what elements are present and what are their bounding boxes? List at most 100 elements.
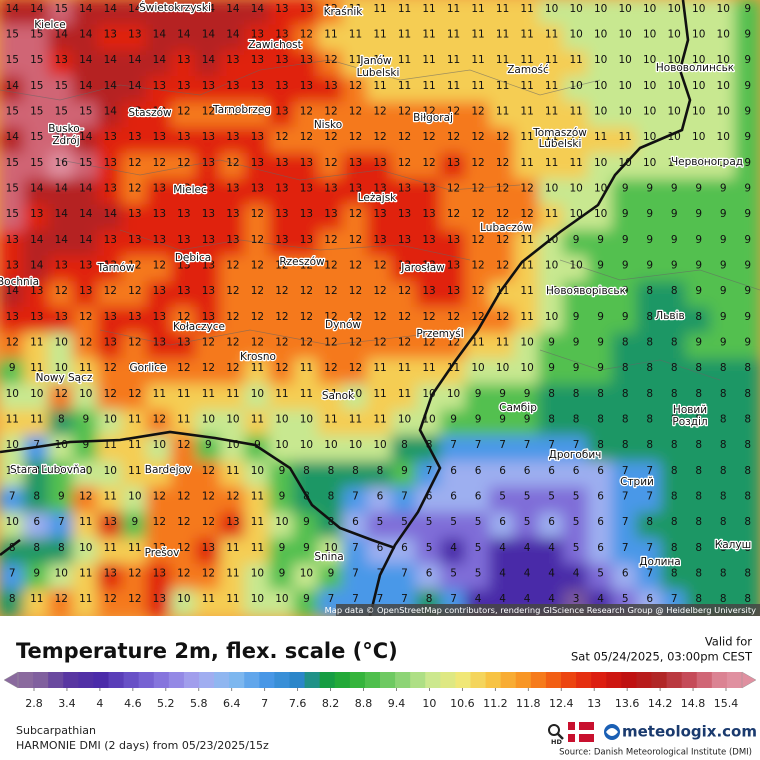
cell-value: 11 [471, 54, 484, 66]
map: 14 14 15 14 14 14 14 14 14 14 14 13 13 12 11 11 11 11 11 11… [0, 0, 760, 616]
cell-value: 9 [646, 183, 653, 195]
heat-cell [734, 409, 760, 438]
heat-cell [146, 538, 173, 566]
cell-value: 13 [6, 234, 19, 246]
cell-value: 11 [373, 80, 386, 92]
legend-tick-label: 14.8 [681, 697, 706, 710]
cell-value: 5 [475, 568, 482, 580]
cell-value: 7 [475, 439, 482, 451]
heat-cell [734, 24, 760, 53]
cell-value: 14 [226, 29, 240, 41]
cell-value: 13 [226, 208, 239, 220]
heat-cell [97, 101, 124, 130]
legend-tick-label: 4 [96, 697, 103, 710]
cell-value: 7 [352, 593, 359, 605]
cell-value: 12 [324, 106, 337, 118]
heat-cell [317, 538, 345, 566]
heat-cell [23, 153, 51, 181]
legend-arrow-right [741, 671, 757, 689]
cell-value: 8 [548, 414, 555, 426]
heat-cell [0, 204, 26, 232]
heat-cell [121, 101, 149, 130]
cell-value: 8 [720, 414, 727, 426]
heat-cell [415, 50, 443, 78]
cell-value: 9 [720, 183, 727, 195]
cell-value: 10 [55, 362, 68, 374]
cell-value: 5 [499, 491, 506, 503]
heat-cell [489, 178, 516, 207]
heat-cell [293, 178, 320, 207]
cell-value: 14 [6, 285, 20, 297]
heat-cell [0, 307, 26, 335]
cell-value: 14 [104, 54, 118, 66]
heat-cell [219, 101, 247, 130]
cell-value: 10 [422, 388, 435, 400]
cell-value: 11 [422, 54, 435, 66]
heat-cell [734, 332, 760, 361]
brand-logo[interactable]: meteologix.com [604, 723, 757, 741]
heat-cell [195, 435, 222, 463]
cell-value: 11 [373, 3, 386, 15]
heat-cell [709, 486, 737, 515]
heat-cell [195, 24, 222, 53]
heat-cell [48, 153, 75, 181]
heat-cell [72, 255, 100, 284]
heat-cell [219, 281, 247, 309]
heat-cell [734, 384, 760, 412]
cell-value: 12 [202, 465, 215, 477]
heat-cell [146, 486, 173, 515]
cell-value: 8 [33, 465, 40, 477]
cell-value: 11 [226, 593, 239, 605]
cell-value: 10 [545, 285, 558, 297]
cell-value: 8 [695, 491, 702, 503]
cell-value: 12 [128, 285, 141, 297]
heat-cell [317, 563, 345, 592]
cell-value: 13 [128, 311, 141, 323]
city: Staszów [128, 107, 172, 119]
cell-value: 14 [153, 3, 167, 15]
heat-cell [170, 0, 198, 27]
heat-cell [0, 409, 26, 438]
cell-value: 9 [695, 183, 702, 195]
heat-cell [489, 204, 516, 232]
cell-value: 4 [524, 593, 531, 605]
heat-cell [97, 204, 124, 232]
cell-value: 13 [447, 285, 460, 297]
cell-value: 13 [226, 131, 239, 143]
search-icon[interactable]: HD [548, 724, 564, 746]
cell-value: 6 [597, 542, 604, 554]
heat-cell [660, 307, 688, 335]
cell-value: 5 [573, 491, 580, 503]
heat-cell [709, 538, 737, 566]
heat-cell [97, 589, 124, 616]
cell-value: 7 [9, 491, 16, 503]
city: Долина [639, 556, 680, 568]
cell-value: 11 [324, 388, 337, 400]
cell-value: 14 [202, 3, 216, 15]
cell-value: 10 [545, 3, 558, 15]
cell-value: 13 [251, 29, 264, 41]
cell-value: 11 [30, 337, 43, 349]
heat-cell [685, 281, 712, 309]
city: Gorlice [130, 362, 167, 374]
cell-value: 12 [226, 285, 239, 297]
heat-cell [48, 332, 75, 361]
cell-value: 4 [450, 542, 457, 554]
legend-swatch [93, 672, 109, 688]
heat-cell [587, 281, 614, 309]
heat-cell [709, 281, 737, 309]
legend-tick-label: 13 [587, 697, 601, 710]
cell-value: 14 [30, 183, 44, 195]
brand[interactable]: meteologix.com [622, 723, 757, 741]
cell-value: 14 [79, 208, 93, 220]
city: Prešov [145, 547, 180, 559]
cell-value: 9 [622, 208, 629, 220]
heat-cell [72, 332, 100, 361]
heat-cell [23, 384, 51, 412]
cell-value: 12 [373, 106, 386, 118]
heat-cell [636, 178, 663, 207]
cell-value: 12 [202, 568, 215, 580]
cell-value: 4 [499, 568, 506, 580]
cell-value: 9 [646, 208, 653, 220]
heat-cell [513, 178, 541, 207]
